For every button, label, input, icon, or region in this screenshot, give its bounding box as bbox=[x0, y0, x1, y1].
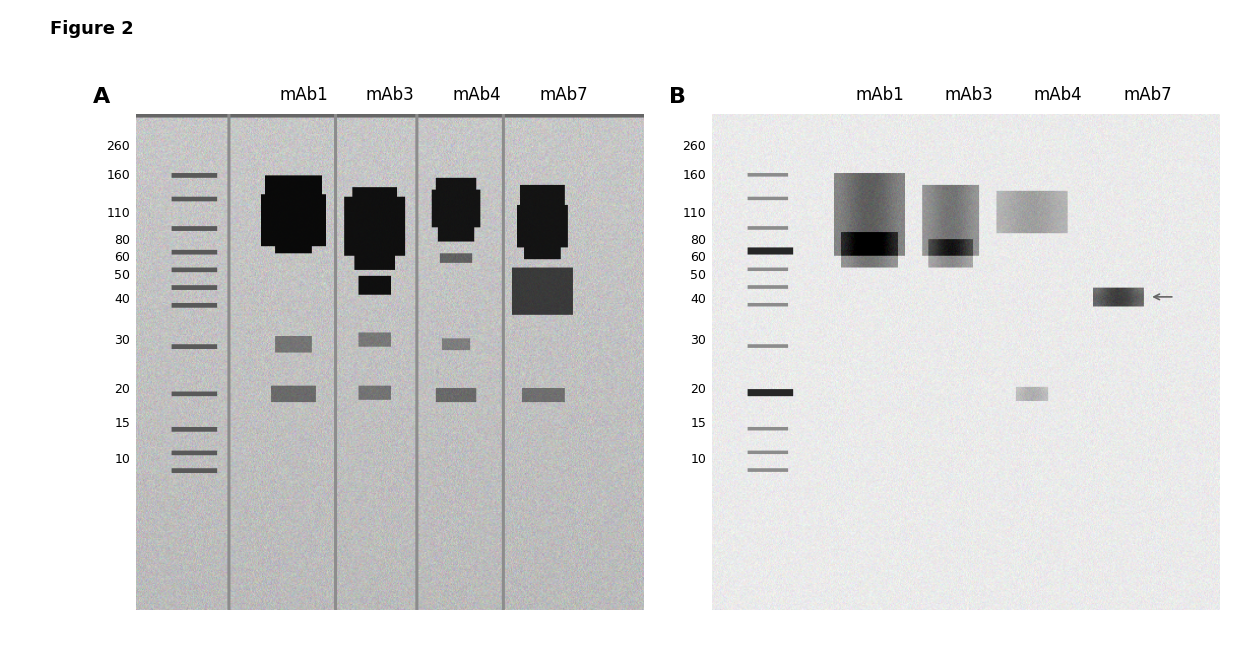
Text: 260: 260 bbox=[683, 139, 706, 153]
Text: mAb7: mAb7 bbox=[539, 86, 589, 104]
Text: 80: 80 bbox=[690, 234, 706, 247]
Text: 60: 60 bbox=[114, 251, 130, 264]
Text: 30: 30 bbox=[114, 334, 130, 348]
Text: B: B bbox=[669, 87, 686, 107]
Text: 50: 50 bbox=[114, 269, 130, 281]
Text: 20: 20 bbox=[690, 383, 706, 395]
Text: 50: 50 bbox=[690, 269, 706, 281]
Text: 20: 20 bbox=[114, 383, 130, 395]
Text: 260: 260 bbox=[107, 139, 130, 153]
Text: 40: 40 bbox=[690, 293, 706, 306]
Text: 15: 15 bbox=[690, 417, 706, 430]
Text: A: A bbox=[93, 87, 110, 107]
Text: 110: 110 bbox=[683, 206, 706, 220]
Text: mAb1: mAb1 bbox=[855, 86, 904, 104]
Text: 10: 10 bbox=[114, 454, 130, 466]
Text: 80: 80 bbox=[114, 234, 130, 247]
Text: mAb4: mAb4 bbox=[1033, 86, 1083, 104]
Text: mAb3: mAb3 bbox=[944, 86, 994, 104]
Text: 15: 15 bbox=[114, 417, 130, 430]
Text: mAb7: mAb7 bbox=[1123, 86, 1172, 104]
Text: 60: 60 bbox=[690, 251, 706, 264]
Text: 10: 10 bbox=[690, 454, 706, 466]
Text: 30: 30 bbox=[690, 334, 706, 348]
Text: 160: 160 bbox=[107, 170, 130, 182]
Text: Figure 2: Figure 2 bbox=[50, 20, 134, 38]
Text: mAb1: mAb1 bbox=[279, 86, 328, 104]
Text: 160: 160 bbox=[683, 170, 706, 182]
Text: 40: 40 bbox=[114, 293, 130, 306]
Text: mAb3: mAb3 bbox=[366, 86, 415, 104]
Text: 110: 110 bbox=[107, 206, 130, 220]
Text: mAb4: mAb4 bbox=[452, 86, 502, 104]
